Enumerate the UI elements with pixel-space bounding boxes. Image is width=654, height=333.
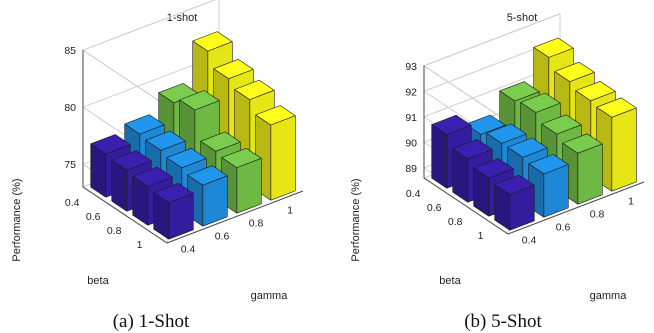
gamma-tick-label: 0.4 — [181, 244, 196, 256]
bar-top-face — [507, 137, 548, 158]
caption-a: (a) 1-Shot — [113, 311, 190, 332]
beta-tick-label: 0.6 — [86, 211, 101, 223]
bar-top-face — [166, 148, 207, 169]
beta-tick-label: 0.6 — [427, 202, 442, 214]
bar-top-face — [473, 158, 514, 179]
bar-top-face — [124, 114, 165, 135]
bar-top-face — [187, 165, 228, 186]
beta-tick-label: 0.8 — [107, 225, 122, 237]
beta-tick-label: 0.4 — [406, 188, 421, 200]
bar-top-face — [213, 58, 254, 79]
panel-1-shot: 1-shot 75 80 85 0.4 0.6 0.8 1 0.4 0.6 0.8 1 Perfor… — [11, 0, 304, 332]
bar-top-face — [221, 147, 262, 168]
bar — [255, 105, 296, 201]
bar-top-face — [520, 92, 561, 113]
bar-front-face — [236, 158, 262, 214]
z-tick-label: 85 — [64, 45, 76, 57]
z-tick-label: 75 — [64, 159, 76, 171]
bar-top-face — [153, 183, 194, 203]
bar — [494, 174, 535, 231]
bar-top-face — [234, 79, 275, 100]
beta-axis-line — [82, 186, 168, 244]
bar-front-face — [270, 115, 296, 201]
z-axis-label: Performance (%) — [11, 178, 23, 261]
bar-top-face — [179, 90, 220, 111]
x-axis-label: beta — [439, 275, 461, 287]
bar-front-face — [611, 107, 637, 192]
bar-top-face — [486, 123, 527, 144]
bar-front-face — [577, 143, 603, 205]
chart-title: 1-shot — [167, 12, 198, 24]
bar-top-face — [499, 81, 540, 102]
gamma-tick-label: 0.8 — [590, 209, 605, 221]
bar-top-face — [575, 81, 616, 101]
bar-side-face — [431, 124, 448, 189]
bar — [562, 133, 603, 205]
caption-b: (b) 5-Shot — [464, 311, 542, 332]
bar-top-face — [494, 174, 535, 195]
gamma-axis-line — [166, 190, 304, 244]
beta-tick-label: 0.4 — [65, 197, 80, 209]
bar-top-face — [452, 139, 493, 160]
gamma-tick-label: 1 — [287, 205, 293, 217]
z-axis-label: Performance (%) — [350, 178, 362, 261]
gamma-tick-label: 0.8 — [249, 218, 264, 230]
bar-top-face — [431, 114, 472, 135]
gamma-axis-line — [507, 181, 645, 235]
bar-top-face — [255, 105, 296, 126]
bar-top-face — [111, 150, 152, 171]
bar-top-face — [200, 131, 241, 152]
beta-tick-label: 0.8 — [448, 216, 463, 228]
z-tick-label: 91 — [405, 112, 417, 124]
bar-top-face — [533, 37, 574, 58]
y-axis-label: gamma — [251, 290, 289, 302]
gamma-tick-label: 0.6 — [556, 222, 571, 234]
bar-top-face — [132, 166, 173, 187]
bar — [596, 97, 637, 192]
x-axis-label: beta — [87, 275, 109, 287]
beta-axis-line — [423, 177, 509, 235]
bar — [187, 165, 228, 227]
bar-top-face — [465, 114, 506, 135]
bar-top-face — [192, 31, 233, 52]
bar-top-face — [596, 97, 637, 118]
z-tick-label: 90 — [405, 137, 417, 149]
gamma-tick-label: 0.6 — [215, 231, 230, 243]
beta-tick-label: 1 — [137, 239, 143, 251]
bar-top-face — [528, 154, 569, 175]
bar — [528, 154, 569, 218]
z-tick-label: 93 — [405, 61, 417, 73]
y-axis-label: gamma — [590, 290, 628, 302]
z-tick-label: 89 — [405, 163, 417, 175]
beta-tick-label: 1 — [478, 230, 484, 242]
bar — [221, 147, 262, 214]
bar-top-face — [145, 130, 186, 151]
bar-top-face — [90, 134, 131, 155]
bar-top-face — [541, 114, 582, 135]
chart-title: 5-shot — [507, 12, 538, 24]
gamma-tick-label: 1 — [628, 196, 634, 208]
bar-top-face — [562, 133, 603, 154]
z-tick-label: 92 — [405, 86, 417, 98]
bar — [153, 183, 194, 240]
bar-top-face — [554, 61, 595, 82]
z-tick-label: 80 — [64, 102, 76, 114]
gamma-tick-label: 0.4 — [522, 235, 537, 247]
panel-5-shot: 5-shot 89 90 91 92 93 0.4 0.6 0.8 1 0.4 0.6 0.8 1 Pe… — [350, 12, 645, 332]
